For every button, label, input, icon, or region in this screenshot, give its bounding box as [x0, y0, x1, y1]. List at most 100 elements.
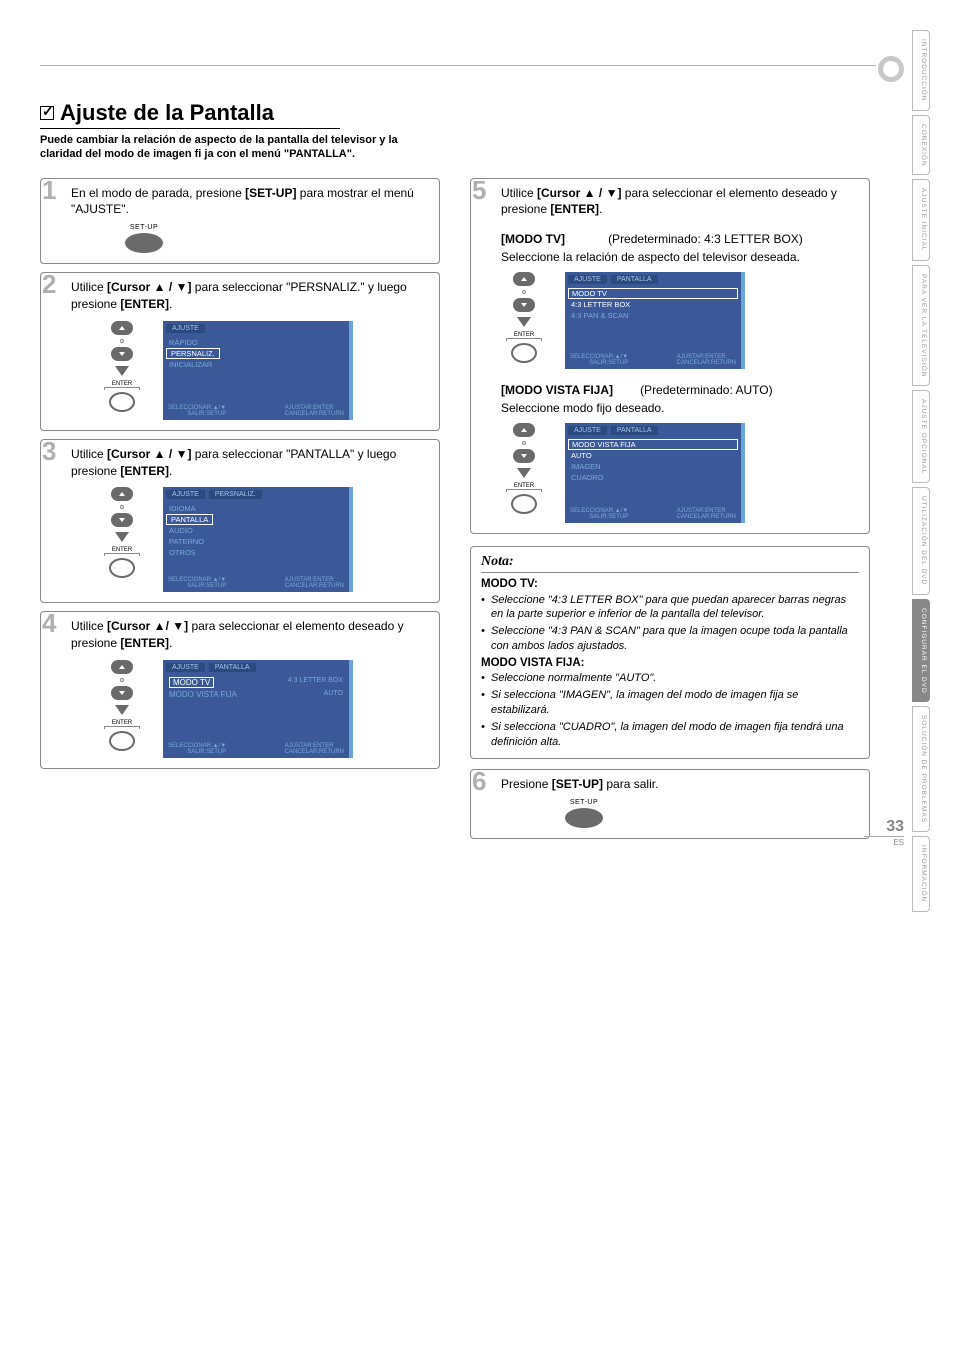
side-tab[interactable]: PARA VER LA TELEVISIÓN — [912, 265, 930, 386]
note-list: Seleccione normalmente "AUTO". Si selecc… — [481, 671, 859, 749]
remote-control-graphic: ENTER — [501, 423, 547, 514]
sub-default: (Predeterminado: AUTO) — [640, 383, 773, 397]
menu-item: INICIALIZAR — [166, 359, 346, 370]
side-tab[interactable]: CONEXIÓN — [912, 115, 930, 176]
note-item: Si selecciona "CUADRO", la imagen del mo… — [481, 720, 859, 750]
enter-button-icon — [109, 731, 135, 751]
menu-footer-right: AJUSTAR:ENTER CANCELAR:RETURN — [677, 508, 736, 520]
menu-tab: AJUSTE — [568, 275, 607, 284]
side-tab[interactable]: UTILIZACIÓN DEL DVD — [912, 487, 930, 594]
side-tab[interactable]: AJUSTE OPCIONAL — [912, 390, 930, 483]
checkbox-icon — [40, 106, 54, 120]
setup-button-icon — [565, 808, 603, 828]
side-tabs: INTRODUCCIÓN CONEXIÓN AJUSTE INICIAL PARA V… — [912, 30, 930, 916]
menu-footer-left: SELECCIONAR:▲/▼ SALIR:SETUP — [570, 508, 628, 520]
menu-item: OTROS — [166, 547, 346, 558]
menu-footer-left: SELECCIONAR:▲/▼ SALIR:SETUP — [168, 577, 226, 589]
step-4: 4 Utilice [Cursor ▲/ ▼] para seleccionar… — [40, 611, 440, 769]
menu-item: AUDIO — [166, 525, 346, 536]
down-button-icon — [111, 347, 133, 361]
step-2: 2 Utilice [Cursor ▲ / ▼] para selecciona… — [40, 272, 440, 431]
menu-value: 4:3 LETTER BOX — [288, 677, 343, 688]
menu-footer-right: AJUSTAR:ENTER CANCELAR:RETURN — [285, 405, 344, 417]
remote-control-graphic: ENTER — [99, 321, 145, 412]
note-item: Seleccione normalmente "AUTO". — [481, 671, 859, 686]
side-tab[interactable]: INFORMACIÓN — [912, 836, 930, 911]
enter-button-icon — [109, 558, 135, 578]
page-title: Ajuste de la Pantalla — [60, 100, 274, 126]
osd-menu-ajuste: AJUSTE RÁPIDO PERSNALIZ. INICIALIZAR SEL… — [163, 321, 353, 420]
sub-modo-vista-fija: [MODO VISTA FIJA] (Predeterminado: AUTO)… — [501, 383, 861, 415]
page-num-value: 33 — [886, 818, 904, 835]
step-text: Utilice [Cursor ▲/ ▼] para seleccionar e… — [71, 618, 431, 652]
sub-modo-tv: [MODO TV] (Predeterminado: 4:3 LETTER BO… — [501, 232, 861, 264]
menu-tab: AJUSTE — [166, 490, 205, 499]
enter-label: ENTER — [99, 720, 145, 726]
step-number: 1 — [42, 177, 56, 203]
enter-button-icon — [511, 494, 537, 514]
setup-button-graphic: SET-UP — [109, 224, 179, 253]
down-button-icon — [111, 513, 133, 527]
arrow-down-icon — [115, 532, 129, 542]
menu-item: CUADRO — [568, 472, 738, 483]
step-number: 2 — [42, 271, 56, 297]
step-number: 5 — [472, 177, 486, 203]
up-button-icon — [111, 487, 133, 501]
page-number: 33 ES — [864, 818, 904, 847]
menu-footer-left: SELECCIONAR:▲/▼ SALIR:SETUP — [168, 743, 226, 755]
sub-default: (Predeterminado: 4:3 LETTER BOX) — [608, 232, 803, 246]
menu-tab: AJUSTE — [568, 426, 607, 435]
menu-item: 4:3 PAN & SCAN — [568, 310, 738, 321]
remote-control-graphic: ENTER — [501, 272, 547, 363]
remote-control-graphic: ENTER — [99, 487, 145, 578]
note-item: Seleccione "4:3 PAN & SCAN" para que la … — [481, 624, 859, 654]
menu-item-selected: MODO TV — [169, 677, 214, 688]
step-text: Utilice [Cursor ▲ / ▼] para seleccionar … — [71, 446, 431, 480]
side-tab[interactable]: CONFIGURAR EL DVD — [912, 599, 930, 703]
page-subtitle: Puede cambiar la relación de aspecto de … — [40, 133, 440, 162]
note-section-title: MODO VISTA FIJA: — [481, 656, 859, 672]
note-section-title: MODO TV: — [481, 577, 859, 593]
menu-item: RÁPIDO — [166, 337, 346, 348]
side-tab[interactable]: AJUSTE INICIAL — [912, 179, 930, 260]
menu-item: IMAGEN — [568, 461, 738, 472]
menu-tab: AJUSTE — [166, 663, 205, 672]
menu-tab: PANTALLA — [611, 426, 658, 435]
header-rule — [40, 65, 876, 66]
side-tab[interactable]: SOLUCIÓN DE PROBLEMAS — [912, 706, 930, 832]
sub-desc: Seleccione la relación de aspecto del te… — [501, 250, 861, 264]
up-button-icon — [513, 272, 535, 286]
enter-label: ENTER — [501, 332, 547, 338]
osd-menu-persnaliz: AJUSTE PERSNALIZ. IDIOMA PANTALLA AUDIO … — [163, 487, 353, 592]
right-column: 5 Utilice [Cursor ▲ / ▼] para selecciona… — [470, 178, 870, 847]
enter-button-icon — [511, 343, 537, 363]
step-number: 3 — [42, 438, 56, 464]
menu-item: PATERNO — [166, 536, 346, 547]
sub-label: [MODO VISTA FIJA] — [501, 383, 613, 397]
page-lang: ES — [864, 836, 904, 847]
step-6: 6 Presione [SET-UP] para salir. SET-UP — [470, 769, 870, 839]
side-tab[interactable]: INTRODUCCIÓN — [912, 30, 930, 111]
page-title-row: Ajuste de la Pantalla — [40, 100, 340, 129]
step-text: Utilice [Cursor ▲ / ▼] para seleccionar … — [71, 279, 431, 313]
center-dot-icon — [522, 290, 526, 294]
note-title: Nota: — [481, 553, 859, 573]
arrow-down-icon — [115, 705, 129, 715]
up-button-icon — [513, 423, 535, 437]
up-button-icon — [111, 660, 133, 674]
down-button-icon — [513, 298, 535, 312]
arrow-down-icon — [115, 366, 129, 376]
menu-item: MODO VISTA FIJA — [169, 690, 237, 699]
menu-footer-right: AJUSTAR:ENTER CANCELAR:RETURN — [285, 743, 344, 755]
menu-header-item: MODO TV — [568, 288, 738, 299]
menu-tab: PANTALLA — [209, 663, 256, 672]
setup-label: SET-UP — [109, 224, 179, 231]
setup-button-icon — [125, 233, 163, 253]
menu-footer-left: SELECCIONAR:▲/▼ SALIR:SETUP — [168, 405, 226, 417]
osd-menu-modo-tv: AJUSTE PANTALLA MODO TV 4:3 LETTER BOX 4… — [565, 272, 745, 369]
menu-value: AUTO — [324, 690, 343, 699]
step-number: 4 — [42, 610, 56, 636]
menu-tab: PANTALLA — [611, 275, 658, 284]
step-3: 3 Utilice [Cursor ▲ / ▼] para selecciona… — [40, 439, 440, 604]
step-number: 6 — [472, 768, 486, 794]
